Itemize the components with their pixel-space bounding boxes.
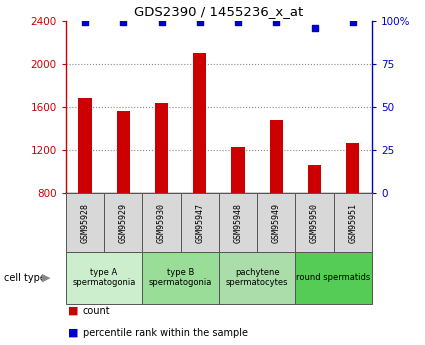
Text: ■: ■	[68, 306, 79, 315]
Bar	[116, 111, 130, 193]
Text: GSM95947: GSM95947	[195, 203, 204, 243]
Point	[120, 20, 127, 25]
Point	[273, 20, 280, 25]
Title: GDS2390 / 1455236_x_at: GDS2390 / 1455236_x_at	[134, 5, 303, 18]
Text: round spermatids: round spermatids	[297, 273, 371, 282]
Bar	[142, 193, 181, 252]
Text: ■: ■	[68, 328, 79, 338]
Text: type A
spermatogonia: type A spermatogonia	[72, 268, 136, 287]
Bar	[181, 193, 219, 252]
Bar	[142, 252, 219, 304]
Bar	[346, 142, 360, 193]
Point	[311, 25, 318, 30]
Bar	[78, 98, 92, 193]
Bar	[334, 193, 372, 252]
Text: GSM95928: GSM95928	[80, 203, 90, 243]
Bar	[66, 193, 104, 252]
Bar	[155, 103, 168, 193]
Text: cell type: cell type	[4, 273, 46, 283]
Text: GSM95950: GSM95950	[310, 203, 319, 243]
Bar	[308, 165, 321, 193]
Bar	[66, 252, 142, 304]
Bar	[219, 252, 295, 304]
Text: type B
spermatogonia: type B spermatogonia	[149, 268, 212, 287]
Bar	[231, 147, 245, 193]
Text: ▶: ▶	[42, 273, 50, 283]
Bar	[257, 193, 295, 252]
Bar	[295, 193, 334, 252]
Text: GSM95948: GSM95948	[233, 203, 243, 243]
Point	[235, 20, 241, 25]
Text: GSM95949: GSM95949	[272, 203, 281, 243]
Text: pachytene
spermatocytes: pachytene spermatocytes	[226, 268, 289, 287]
Bar	[219, 193, 257, 252]
Point	[196, 20, 203, 25]
Point	[158, 20, 165, 25]
Point	[82, 20, 88, 25]
Point	[349, 20, 356, 25]
Text: GSM95929: GSM95929	[119, 203, 128, 243]
Bar	[104, 193, 142, 252]
Text: count: count	[83, 306, 110, 315]
Bar	[193, 53, 207, 193]
Bar	[269, 120, 283, 193]
Text: GSM95930: GSM95930	[157, 203, 166, 243]
Bar	[295, 252, 372, 304]
Text: GSM95951: GSM95951	[348, 203, 357, 243]
Text: percentile rank within the sample: percentile rank within the sample	[83, 328, 248, 338]
